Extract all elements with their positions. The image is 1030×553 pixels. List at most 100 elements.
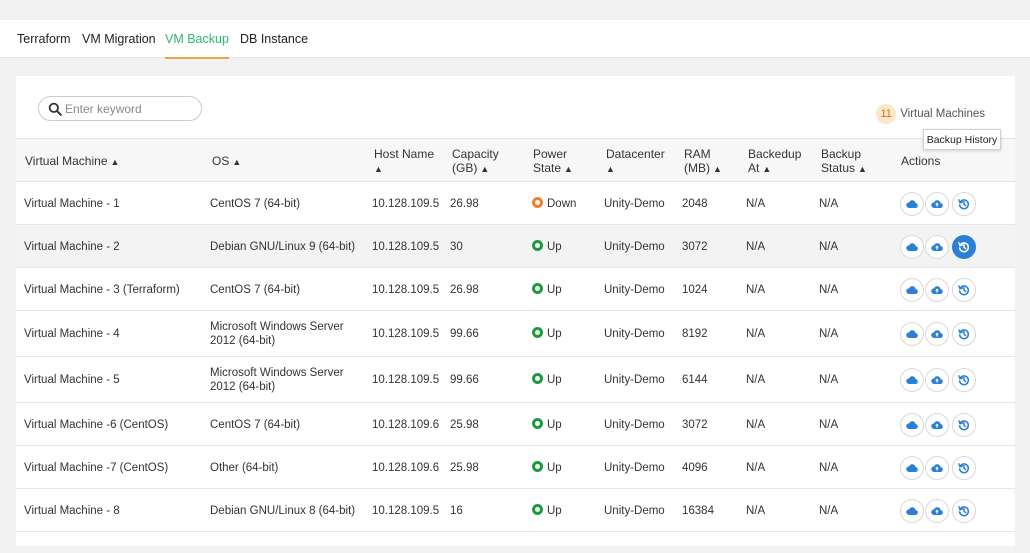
cell-ram: 8192: [682, 328, 708, 340]
cell-datacenter: Unity-Demo: [604, 328, 665, 340]
cell-backedup-at: N/A: [746, 284, 766, 296]
restore-button[interactable]: [925, 278, 949, 302]
cell-backedup-at: N/A: [746, 374, 766, 386]
backup-button[interactable]: [900, 278, 924, 302]
backup-button[interactable]: [900, 322, 924, 346]
sort-icon: ▲︎: [713, 164, 722, 174]
cell-datacenter: Unity-Demo: [604, 198, 665, 210]
cell-os: CentOS 7 (64-bit): [210, 419, 301, 431]
cell-host-name: 10.128.109.6: [372, 419, 440, 431]
sort-icon: ▲︎: [480, 164, 490, 174]
cell-capacity: 99.66: [450, 328, 479, 340]
search-input[interactable]: [65, 100, 197, 118]
cell-vm-name: Virtual Machine -7 (CentOS): [24, 462, 169, 474]
vm-count-badge: 11: [876, 104, 897, 124]
cell-capacity: 99.66: [450, 374, 479, 386]
cell-vm-name: Virtual Machine - 1: [24, 198, 120, 210]
table-row[interactable]: Virtual Machine -6 (CentOS) CentOS 7 (64-…: [16, 403, 1015, 446]
cell-host-name: 10.128.109.5: [372, 505, 440, 517]
table-row[interactable]: Virtual Machine - 2 Debian GNU/Linux 9 (6…: [16, 225, 1015, 268]
cell-os: Debian GNU/Linux 8 (64-bit): [210, 505, 356, 517]
restore-button[interactable]: [925, 192, 949, 216]
table-row[interactable]: Virtual Machine - 4 Microsoft Windows Ser…: [16, 311, 1015, 357]
backup-history-button[interactable]: [952, 278, 976, 302]
tab-vm-migration[interactable]: VM Migration: [82, 32, 156, 46]
cell-os: CentOS 7 (64-bit): [210, 198, 301, 210]
table-row[interactable]: Virtual Machine - 8 Debian GNU/Linux 8 (6…: [16, 489, 1015, 532]
tab-db-instance[interactable]: DB Instance: [240, 32, 309, 46]
backup-history-button[interactable]: [952, 322, 976, 346]
cell-capacity: 26.98: [450, 284, 479, 296]
table-row[interactable]: Virtual Machine - 3 (Terraform) CentOS 7 …: [16, 268, 1015, 311]
column-header-backup-status[interactable]: Backup Status ▲︎: [821, 147, 867, 175]
tab-terraform[interactable]: Terraform: [17, 32, 71, 46]
column-header-backedup-at[interactable]: Backedup At ▲︎: [748, 147, 802, 175]
table-row[interactable]: Virtual Machine -7 (CentOS) Other (64-bit…: [16, 446, 1015, 489]
table-row[interactable]: Virtual Machine - 5 Microsoft Windows Ser…: [16, 357, 1015, 403]
backup-history-button[interactable]: [952, 368, 976, 392]
power-up-icon: [532, 327, 543, 338]
sort-icon: ▲︎: [762, 164, 772, 174]
backup-button[interactable]: [900, 456, 924, 480]
table-row[interactable]: Virtual Machine - 1 CentOS 7 (64-bit) 10.1…: [16, 182, 1015, 225]
cell-backup-status: N/A: [819, 374, 839, 386]
cell-capacity: 26.98: [450, 198, 479, 210]
power-up-icon: [532, 504, 543, 515]
vm-count: 11 Virtual Machines: [876, 104, 985, 124]
restore-button[interactable]: [925, 235, 949, 259]
column-header-host-name[interactable]: Host Name ▲︎: [374, 147, 435, 174]
backup-history-button[interactable]: [952, 192, 976, 216]
cell-ram: 16384: [682, 505, 714, 517]
column-header-datacenter[interactable]: Datacenter ▲︎: [606, 147, 665, 174]
column-header-ram[interactable]: RAM (MB) ▲︎: [684, 147, 722, 175]
tab-vm-backup[interactable]: VM Backup: [165, 20, 229, 59]
vm-count-label: Virtual Machines: [900, 108, 985, 120]
cell-host-name: 10.128.109.5: [372, 374, 440, 386]
restore-button[interactable]: [925, 499, 949, 523]
cell-ram: 1024: [682, 284, 708, 296]
column-header-os[interactable]: OS ▲︎: [212, 154, 242, 168]
cell-power-state: Up: [532, 418, 562, 432]
cell-datacenter: Unity-Demo: [604, 505, 665, 517]
backup-button[interactable]: [900, 413, 924, 437]
cell-backedup-at: N/A: [746, 505, 766, 517]
cell-ram: 4096: [682, 462, 708, 474]
cell-vm-name: Virtual Machine - 4: [24, 328, 120, 340]
cell-capacity: 25.98: [450, 462, 479, 474]
backup-history-button[interactable]: [952, 413, 976, 437]
cell-datacenter: Unity-Demo: [604, 374, 665, 386]
column-header-virtual-machine[interactable]: Virtual Machine ▲︎: [25, 154, 120, 168]
cell-vm-name: Virtual Machine - 3 (Terraform): [24, 284, 180, 296]
backup-history-button[interactable]: [952, 456, 976, 480]
sort-icon: ▲︎: [110, 157, 120, 167]
cell-power-state: Up: [532, 461, 562, 475]
column-header-actions: Actions: [901, 154, 941, 168]
column-header-capacity[interactable]: Capacity (GB) ▲︎: [452, 147, 499, 175]
backup-history-button[interactable]: [952, 235, 976, 259]
cell-host-name: 10.128.109.5: [372, 241, 440, 253]
cell-os: Microsoft Windows Server 2012 (64-bit): [210, 367, 344, 393]
backup-history-button[interactable]: [952, 499, 976, 523]
sort-icon: ▲︎: [232, 157, 242, 167]
table-header: Virtual Machine ▲︎ OS ▲︎ Host Name ▲︎ Capac…: [16, 138, 1015, 182]
restore-button[interactable]: [925, 368, 949, 392]
backup-button[interactable]: [900, 192, 924, 216]
backup-button[interactable]: [900, 368, 924, 392]
cell-capacity: 16: [450, 505, 463, 517]
cell-power-state: Up: [532, 240, 562, 254]
cell-os: Other (64-bit): [210, 462, 279, 474]
cell-ram: 3072: [682, 241, 708, 253]
backup-button[interactable]: [900, 235, 924, 259]
cell-os: CentOS 7 (64-bit): [210, 284, 301, 296]
restore-button[interactable]: [925, 413, 949, 437]
column-header-power-state[interactable]: Power State ▲︎: [533, 147, 573, 175]
sort-icon: ▲︎: [606, 164, 615, 174]
cell-backedup-at: N/A: [746, 419, 766, 431]
search-icon: [48, 102, 62, 116]
restore-button[interactable]: [925, 456, 949, 480]
cell-ram: 2048: [682, 198, 708, 210]
power-down-icon: [532, 197, 543, 208]
backup-button[interactable]: [900, 499, 924, 523]
restore-button[interactable]: [925, 322, 949, 346]
